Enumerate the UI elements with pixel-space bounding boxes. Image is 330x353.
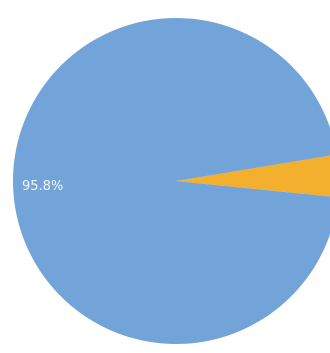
slice-label-major: 95.8% bbox=[22, 179, 63, 194]
pie-slice-minor bbox=[176, 155, 330, 197]
pie-slices bbox=[12, 18, 330, 344]
pie-slice-major bbox=[12, 18, 330, 344]
